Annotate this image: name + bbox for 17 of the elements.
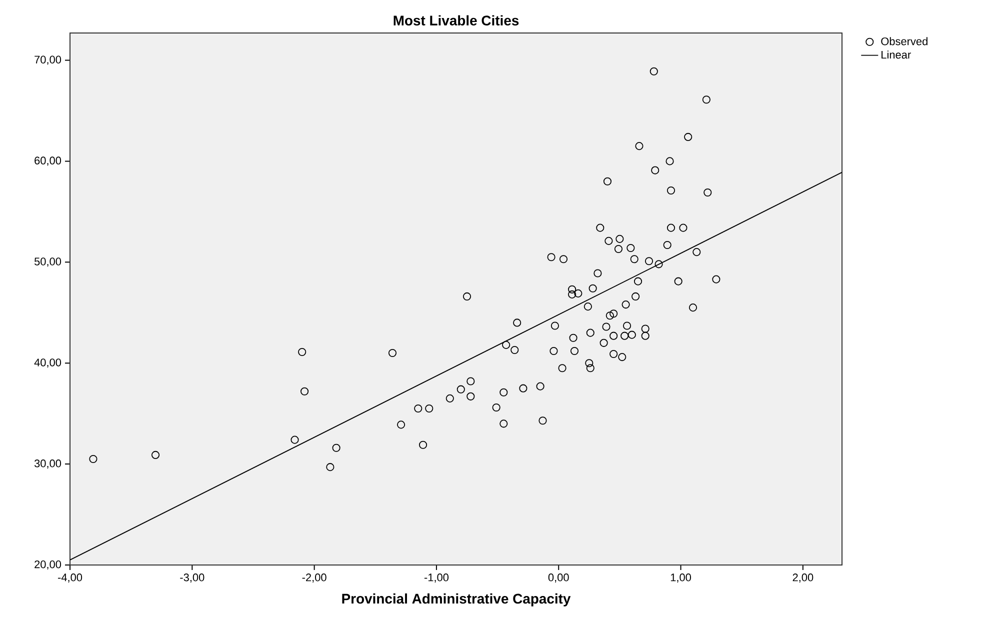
legend-label: Observed (881, 37, 928, 46)
x-tick-label: -1,00 (424, 574, 449, 583)
y-tick-label: 60,00 (34, 156, 62, 166)
x-tick-label: 1,00 (670, 574, 691, 583)
legend-label: Linear (882, 50, 911, 59)
y-tick-label: 30,00 (34, 460, 62, 469)
chart-title: Most Livable Cities (394, 15, 519, 26)
y-tick-label: 40,00 (34, 358, 62, 368)
x-tick-label: -3,00 (180, 574, 204, 583)
x-tick-label: 0,00 (548, 574, 569, 583)
x-tick-label: -2,00 (302, 574, 326, 583)
y-tick-label: 20,00 (34, 560, 62, 570)
x-axis-title: Provincial Administrative Capacity (342, 593, 571, 606)
y-tick-label: 50,00 (34, 258, 62, 267)
x-tick-label: -4,00 (58, 574, 82, 583)
x-tick-label: 2,00 (792, 574, 814, 583)
y-tick-label: 70,00 (34, 56, 62, 65)
